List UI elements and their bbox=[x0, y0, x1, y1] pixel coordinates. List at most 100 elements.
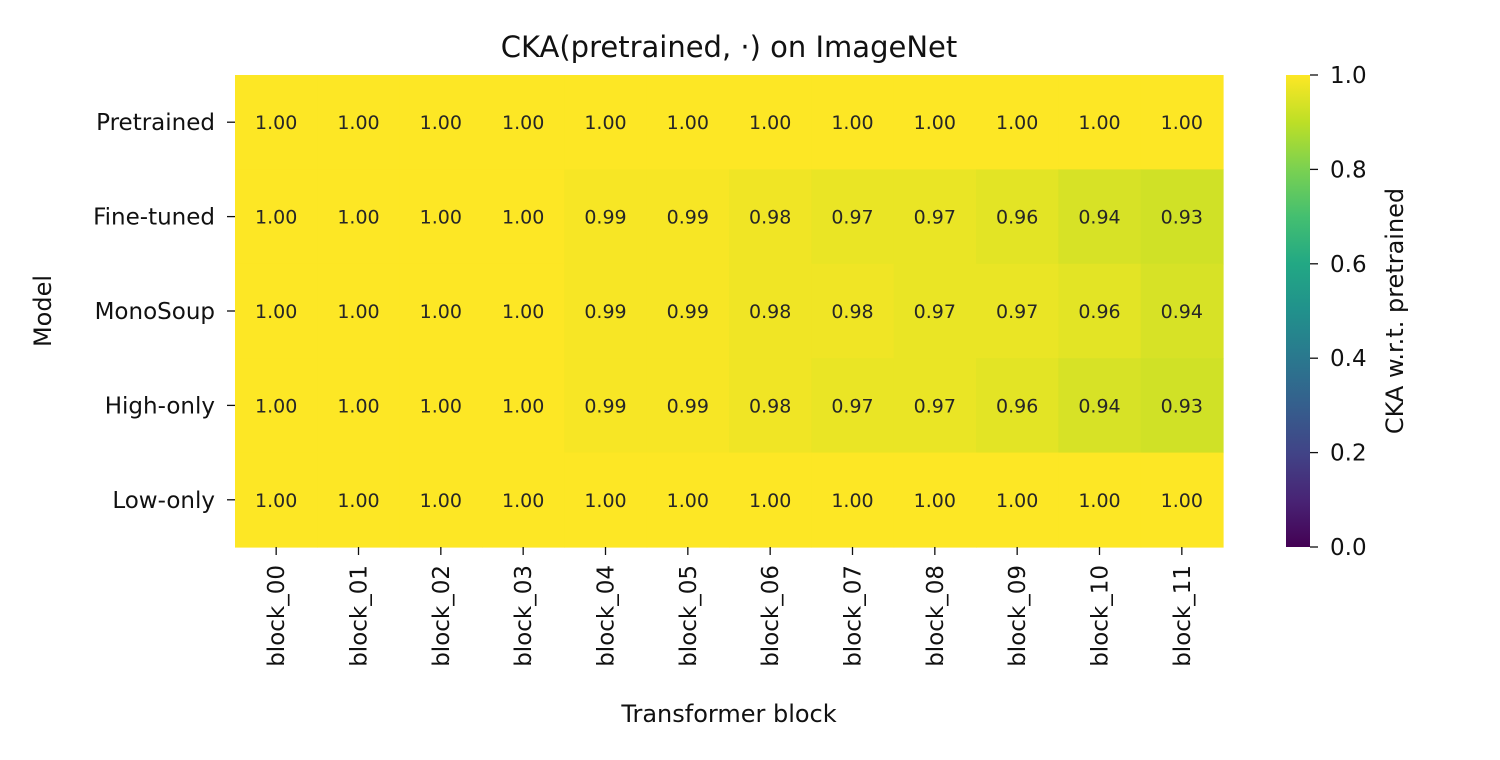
heatmap-cell bbox=[1140, 358, 1224, 454]
colorbar-tick-label: 0.0 bbox=[1330, 535, 1367, 561]
cell-value-label: 0.97 bbox=[914, 395, 956, 417]
heatmap-cell bbox=[1140, 75, 1224, 170]
cell-value-label: 1.00 bbox=[337, 112, 379, 134]
cell-value-label: 1.00 bbox=[914, 490, 956, 512]
x-tick-label: block_00 bbox=[264, 565, 290, 667]
colorbar-tick-label: 0.8 bbox=[1330, 157, 1367, 183]
heatmap-cell bbox=[646, 169, 730, 265]
cell-value-label: 1.00 bbox=[1161, 490, 1203, 512]
cell-value-label: 0.99 bbox=[667, 395, 709, 417]
heatmap-cell bbox=[893, 452, 977, 548]
heatmap-cell bbox=[317, 169, 401, 265]
heatmap-cell bbox=[317, 75, 401, 170]
heatmap-cell bbox=[729, 263, 812, 359]
heatmap-cell bbox=[399, 452, 483, 548]
cell-value-label: 0.97 bbox=[831, 207, 873, 229]
cell-value-label: 0.97 bbox=[914, 301, 956, 323]
cell-value-label: 1.00 bbox=[996, 112, 1038, 134]
cell-value-label: 0.96 bbox=[996, 395, 1038, 417]
cell-value-label: 0.97 bbox=[914, 207, 956, 229]
heatmap-cell bbox=[399, 169, 483, 265]
x-tick-label: block_11 bbox=[1170, 565, 1196, 667]
cell-value-label: 1.00 bbox=[502, 395, 544, 417]
heatmap-cell bbox=[482, 263, 565, 359]
cell-value-label: 1.00 bbox=[420, 395, 462, 417]
heatmap-cell bbox=[976, 452, 1059, 548]
heatmap-cell bbox=[235, 358, 318, 454]
cell-value-label: 1.00 bbox=[337, 207, 379, 229]
x-tick-label: block_03 bbox=[511, 565, 537, 667]
x-tick-label: block_10 bbox=[1088, 565, 1114, 667]
cell-value-label: 1.00 bbox=[502, 301, 544, 323]
heatmap-cell bbox=[399, 263, 483, 359]
colorbar-tick-label: 0.6 bbox=[1330, 252, 1367, 278]
heatmap-cell bbox=[729, 75, 812, 170]
heatmap-cell bbox=[729, 169, 812, 265]
cell-value-label: 0.98 bbox=[831, 301, 873, 323]
cell-value-label: 1.00 bbox=[502, 207, 544, 229]
heatmap-cell bbox=[482, 169, 565, 265]
heatmap-cell bbox=[235, 263, 318, 359]
heatmap-cell bbox=[564, 169, 648, 265]
cell-value-label: 0.98 bbox=[749, 207, 791, 229]
heatmap-cell bbox=[1058, 169, 1142, 265]
colorbar-tick-label: 0.4 bbox=[1330, 346, 1367, 372]
heatmap-cell bbox=[1140, 452, 1224, 548]
heatmap-cell bbox=[893, 75, 977, 170]
cell-value-label: 1.00 bbox=[584, 490, 626, 512]
cell-value-label: 0.94 bbox=[1078, 395, 1120, 417]
heatmap-cell bbox=[976, 169, 1059, 265]
colorbar-ticks: 0.0 0.2 0.4 0.6 0.8 1.0 bbox=[1310, 63, 1367, 561]
heatmap-cell bbox=[646, 358, 730, 454]
x-tick-label: block_09 bbox=[1005, 565, 1031, 667]
y-tick-label: Pretrained bbox=[96, 110, 215, 136]
heatmap-cell bbox=[893, 263, 977, 359]
heatmap-cell bbox=[317, 452, 401, 548]
cell-value-label: 1.00 bbox=[255, 490, 297, 512]
heatmap-cell bbox=[976, 263, 1059, 359]
cell-value-label: 0.94 bbox=[1078, 207, 1120, 229]
heatmap-cell bbox=[893, 169, 977, 265]
heatmap-cell bbox=[482, 358, 565, 454]
heatmap-cell bbox=[729, 358, 812, 454]
x-tick-label: block_02 bbox=[429, 565, 455, 667]
y-axis-label: Model bbox=[29, 275, 57, 347]
heatmap-cell bbox=[564, 263, 648, 359]
heatmap-cell bbox=[564, 452, 648, 548]
cell-value-label: 1.00 bbox=[337, 301, 379, 323]
heatmap-cell bbox=[1058, 452, 1142, 548]
cell-value-label: 0.96 bbox=[996, 207, 1038, 229]
heatmap-cell bbox=[976, 75, 1059, 170]
colorbar bbox=[1286, 75, 1310, 547]
cell-value-label: 0.93 bbox=[1161, 395, 1203, 417]
cell-value-label: 0.96 bbox=[1078, 301, 1120, 323]
cell-value-label: 1.00 bbox=[420, 301, 462, 323]
heatmap-cell bbox=[811, 75, 895, 170]
heatmap-cell bbox=[1058, 263, 1142, 359]
cell-value-label: 1.00 bbox=[1078, 490, 1120, 512]
cell-value-label: 0.99 bbox=[667, 207, 709, 229]
heatmap-cell bbox=[1058, 75, 1142, 170]
cell-value-label: 1.00 bbox=[337, 395, 379, 417]
cell-value-label: 1.00 bbox=[502, 490, 544, 512]
cell-value-label: 1.00 bbox=[420, 112, 462, 134]
y-tick-label: High-only bbox=[105, 393, 215, 419]
cell-value-label: 0.93 bbox=[1161, 207, 1203, 229]
x-tick-label: block_04 bbox=[594, 565, 620, 667]
heatmap-cell bbox=[482, 452, 565, 548]
heatmap-cell bbox=[1058, 358, 1142, 454]
y-tick-label: Low-only bbox=[112, 488, 215, 514]
heatmap-cell bbox=[976, 358, 1059, 454]
x-tick-label: block_07 bbox=[841, 565, 867, 667]
cell-value-label: 1.00 bbox=[996, 490, 1038, 512]
colorbar-tick-label: 0.2 bbox=[1330, 441, 1367, 467]
heatmap-cells: 1.00 1.00 1.00 1.00 1.00 1.00 1.00 1.00 1.00 1.00… bbox=[235, 75, 1224, 548]
heatmap-cell bbox=[399, 75, 483, 170]
heatmap-cell bbox=[235, 75, 318, 170]
cell-value-label: 1.00 bbox=[420, 490, 462, 512]
x-tick-label: block_05 bbox=[676, 565, 702, 667]
colorbar-tick-label: 1.0 bbox=[1330, 63, 1367, 89]
heatmap-cell bbox=[811, 263, 895, 359]
heatmap-cell bbox=[646, 75, 730, 170]
